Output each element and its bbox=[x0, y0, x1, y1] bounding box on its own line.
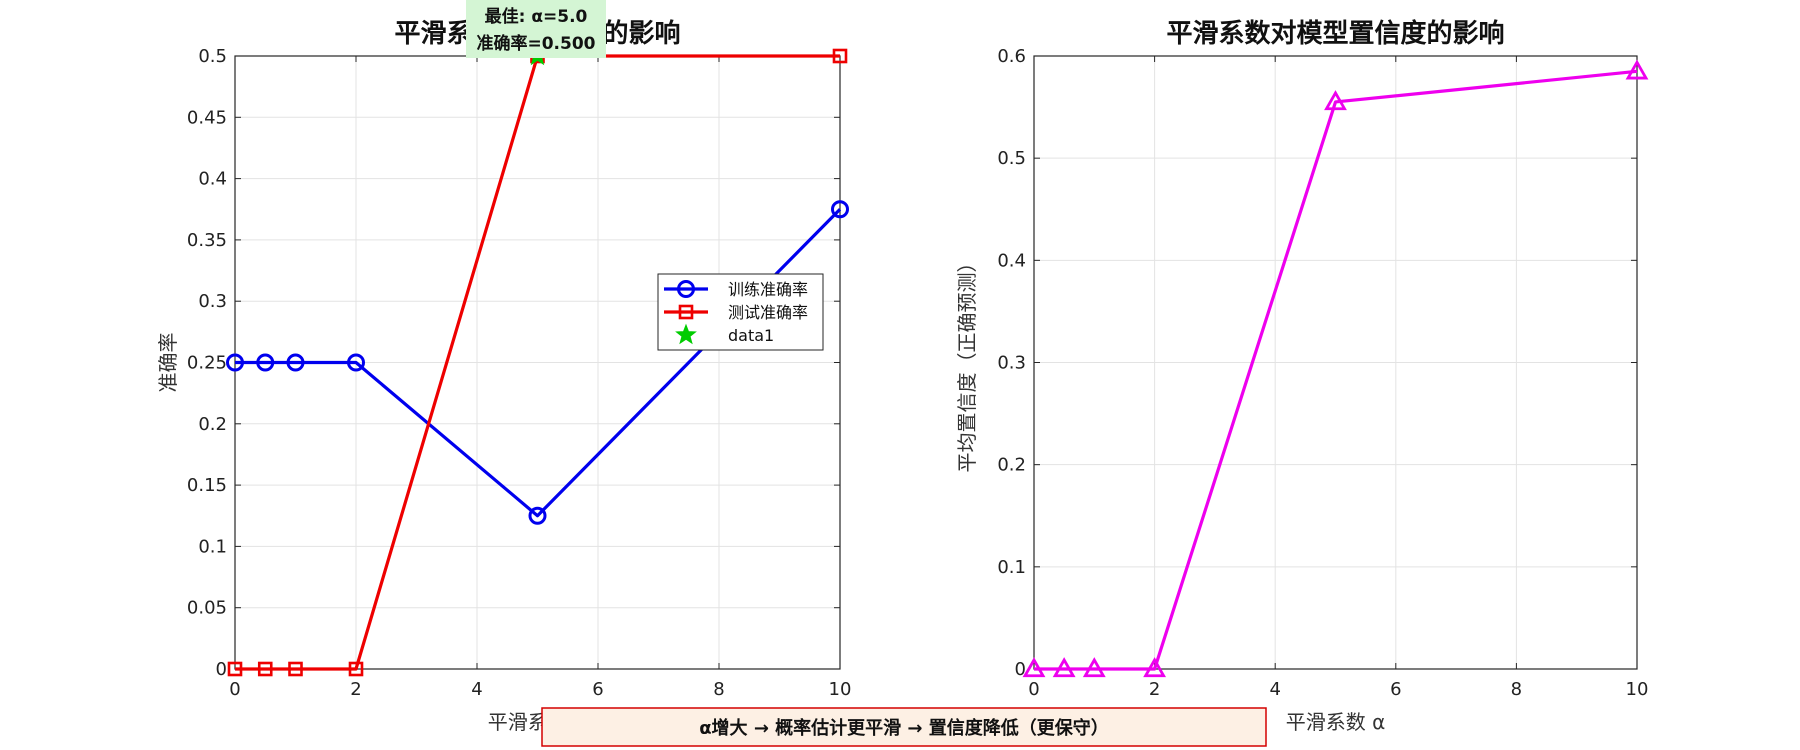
legend-label: 测试准确率 bbox=[728, 303, 808, 322]
data-point-marker bbox=[226, 353, 244, 372]
y-tick-label: 0.3 bbox=[997, 353, 1026, 374]
x-tick-label: 8 bbox=[713, 679, 724, 700]
y-tick-label: 0.05 bbox=[187, 598, 227, 619]
y-tick-label: 0 bbox=[216, 659, 227, 680]
x-tick-label: 8 bbox=[1511, 679, 1522, 700]
data-point-marker bbox=[1625, 59, 1649, 80]
y-tick-label: 0.45 bbox=[187, 107, 227, 128]
x-tick-label: 6 bbox=[592, 679, 603, 700]
data-point-marker bbox=[1082, 657, 1106, 678]
y-tick-label: 0.1 bbox=[997, 557, 1026, 578]
data-point-marker bbox=[1052, 657, 1076, 678]
y-tick-label: 0 bbox=[1015, 659, 1026, 680]
footer-note-text: α增大 → 概率估计更平滑 → 置信度降低（更保守） bbox=[699, 717, 1109, 739]
data-point-marker bbox=[1143, 657, 1167, 678]
data-point-marker bbox=[347, 353, 365, 372]
y-tick-label: 0.25 bbox=[187, 353, 227, 374]
confidence-chart: 0 2 4 6 8 10 0 0.1 0.2 0.3 0.4 0.5 0.6 平滑系数对模型置信度的影响… bbox=[955, 18, 1648, 734]
data-point-marker bbox=[832, 48, 848, 64]
y-tick-label: 0.4 bbox=[198, 169, 227, 190]
data-point-marker bbox=[528, 506, 547, 525]
accuracy-chart: 0 2 4 6 8 10 0 0.05 0.1 0.15 0.2 0.25 0.3 0.35 0.4 0.45… bbox=[156, 0, 851, 734]
x-tick-label: 10 bbox=[829, 679, 852, 700]
accuracy-chart-y-axis-label: 准确率 bbox=[156, 333, 180, 393]
legend-marker bbox=[675, 323, 697, 345]
footer-note-box bbox=[541, 707, 1267, 747]
x-tick-label: 4 bbox=[471, 679, 482, 700]
y-tick-label: 0.3 bbox=[198, 291, 227, 312]
confidence-chart-series bbox=[1022, 59, 1649, 678]
data-point-marker bbox=[286, 353, 305, 372]
confidence-chart-ticks: 0 2 4 6 8 10 0 0.1 0.2 0.3 0.4 0.5 0.6 bbox=[997, 46, 1648, 700]
legend-item: 测试准确率 bbox=[664, 303, 808, 322]
x-tick-label: 0 bbox=[229, 679, 240, 700]
series-0 bbox=[226, 200, 849, 525]
data-point-marker bbox=[257, 661, 273, 677]
accuracy-chart-ticks: 0 2 4 6 8 10 0 0.05 0.1 0.15 0.2 0.25 0.3 0.35 0.4 0.45… bbox=[187, 46, 852, 700]
data-point-marker bbox=[348, 661, 364, 677]
x-tick-label: 2 bbox=[350, 679, 361, 700]
series-0 bbox=[1022, 59, 1649, 678]
legend-marker bbox=[677, 280, 695, 298]
confidence-chart-title: 平滑系数对模型置信度的影响 bbox=[1166, 18, 1504, 49]
y-tick-label: 0.35 bbox=[187, 230, 227, 251]
x-tick-label: 6 bbox=[1390, 679, 1401, 700]
y-tick-label: 0.5 bbox=[997, 148, 1026, 169]
x-tick-label: 2 bbox=[1149, 679, 1160, 700]
y-tick-label: 0.1 bbox=[198, 536, 227, 557]
x-tick-label: 0 bbox=[1028, 679, 1039, 700]
best-value-annotation: 最佳: α=5.0 准确率=0.500 bbox=[466, 0, 606, 58]
legend-item: data1 bbox=[675, 323, 774, 345]
x-tick-label: 10 bbox=[1626, 679, 1649, 700]
confidence-chart-y-axis-label: 平均置信度（正确预测） bbox=[955, 253, 979, 473]
y-tick-label: 0.15 bbox=[187, 475, 227, 496]
x-tick-label: 4 bbox=[1269, 679, 1280, 700]
confidence-chart-x-axis-label: 平滑系数 α bbox=[1286, 710, 1386, 734]
y-tick-label: 0.5 bbox=[198, 46, 227, 67]
legend-label: 训练准确率 bbox=[728, 280, 808, 299]
y-tick-label: 0.2 bbox=[198, 414, 227, 435]
footer-note: α增大 → 概率估计更平滑 → 置信度降低（更保守） bbox=[541, 707, 1267, 747]
y-tick-label: 0.4 bbox=[997, 250, 1026, 271]
y-tick-label: 0.2 bbox=[997, 455, 1026, 476]
legend-marker bbox=[678, 304, 694, 320]
data-point-marker bbox=[1022, 657, 1046, 678]
data-point-marker bbox=[831, 200, 849, 219]
data-point-marker bbox=[227, 661, 243, 677]
data-point-marker bbox=[256, 353, 275, 372]
best-value-annotation-box bbox=[466, 0, 606, 58]
legend-label: data1 bbox=[728, 326, 774, 345]
y-tick-label: 0.6 bbox=[997, 46, 1026, 67]
best-value-annotation-line1: 最佳: α=5.0 bbox=[485, 6, 588, 27]
data-point-marker bbox=[1324, 90, 1347, 111]
best-value-annotation-line2: 准确率=0.500 bbox=[476, 33, 595, 54]
series-line bbox=[235, 208, 842, 518]
legend-item: 训练准确率 bbox=[664, 280, 808, 299]
data-point-marker bbox=[288, 661, 303, 677]
